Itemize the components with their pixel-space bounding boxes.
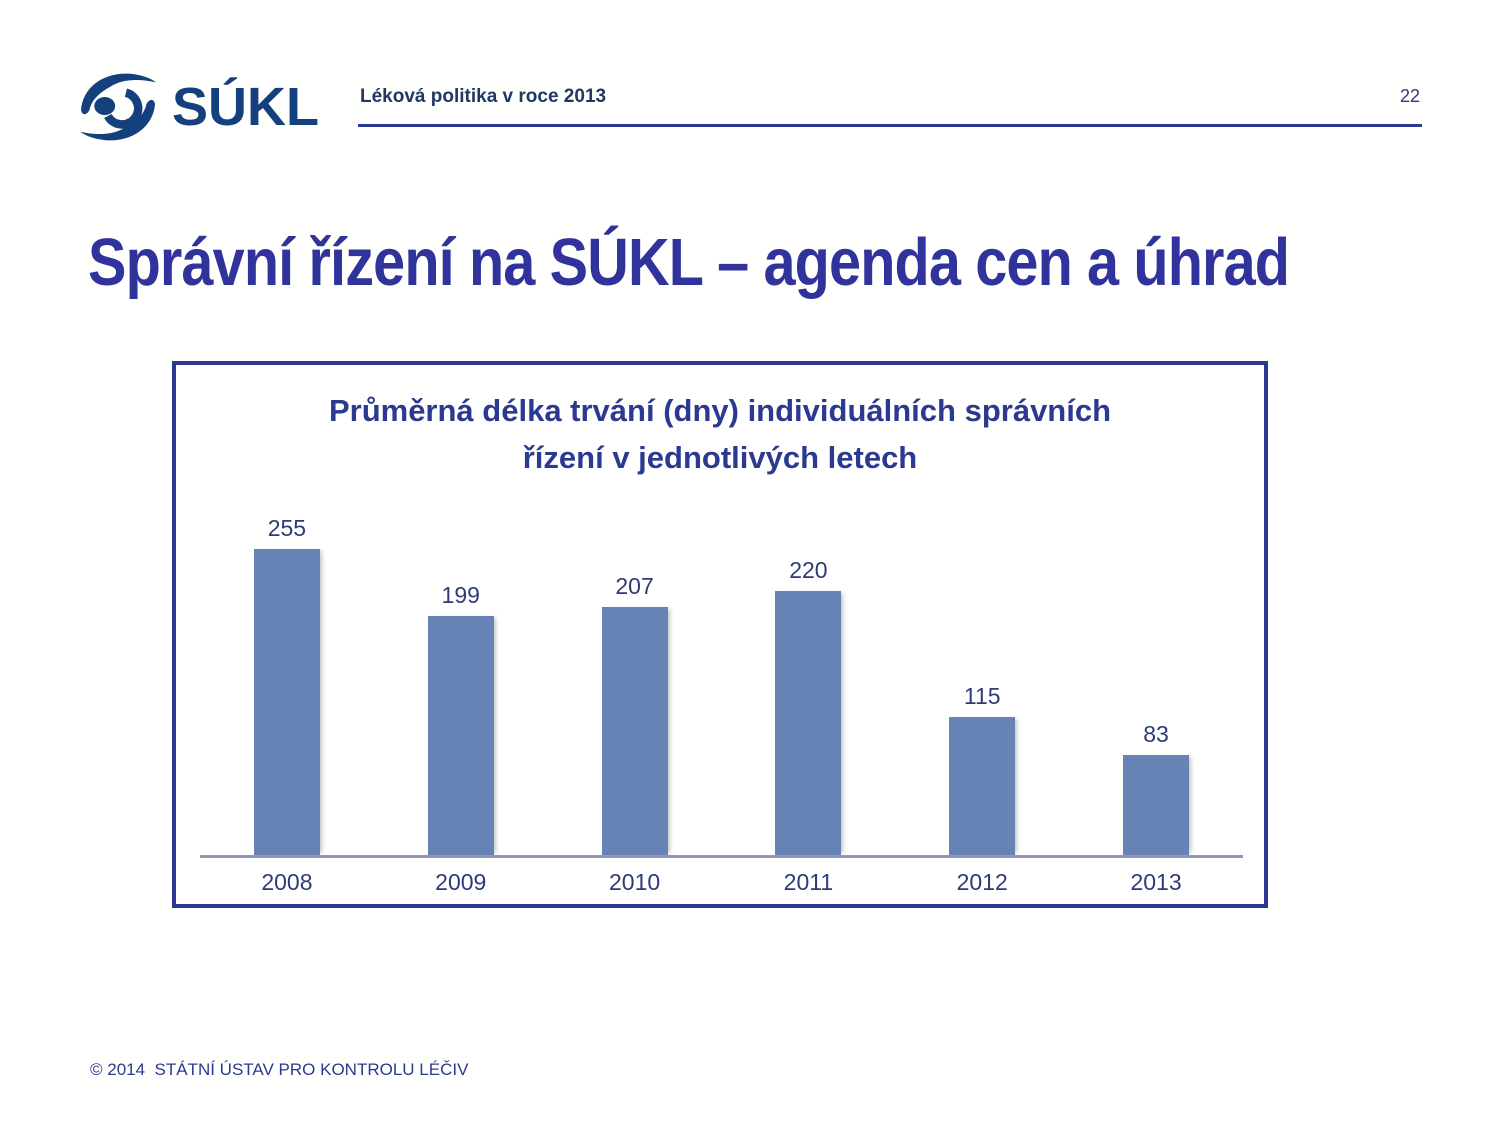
bar-value-label: 220	[789, 557, 828, 583]
bar-value-label: 83	[1143, 721, 1169, 747]
x-axis-category: 2012	[956, 869, 1008, 895]
plot-area: 255 199 207 220 115 83	[200, 365, 1243, 855]
x-axis-line	[200, 855, 1243, 858]
slide-title: Správní řízení na SÚKL – agenda cen a úh…	[88, 225, 1290, 300]
x-axis-category: 2010	[608, 869, 661, 895]
bar-slot: 207	[548, 573, 722, 855]
bar-slot: 115	[895, 683, 1069, 855]
chart-title: Průměrná délka trvání (dny) individuální…	[176, 387, 1264, 481]
x-axis-category: 2008	[261, 869, 313, 895]
bar	[1123, 755, 1190, 855]
x-axis-category: 2009	[435, 869, 487, 895]
x-axis-category: 2013	[1130, 869, 1182, 895]
bar-value-label: 199	[441, 582, 480, 608]
footer-copyright: © 2014 STÁTNÍ ÚSTAV PRO KONTROLU LÉČIV	[90, 1060, 469, 1079]
bar-slot: 83	[1069, 721, 1243, 855]
bar-value-label: 255	[267, 515, 307, 541]
x-axis-labels: 2008 2009 2010 2011 2012 2013	[200, 869, 1243, 896]
header-title: Léková politika v roce 2013	[360, 86, 607, 107]
bar	[601, 607, 668, 855]
bar	[775, 591, 842, 855]
bar-slot: 220	[721, 557, 895, 855]
sukl-logo: SÚKL	[74, 70, 319, 144]
bar	[427, 616, 494, 855]
bar-value-label: 115	[963, 683, 1001, 709]
sukl-eye-icon	[80, 73, 156, 141]
bar	[253, 549, 320, 855]
logo-wordmark: SÚKL	[172, 77, 319, 137]
header-divider	[358, 124, 1422, 127]
chart-title-line2: řízení v jednotlivých letech	[522, 440, 918, 476]
page-number: 22	[1399, 86, 1420, 106]
chart-title-line1: Průměrná délka trvání (dny) individuální…	[328, 393, 1112, 428]
bar-value-label: 207	[615, 573, 654, 599]
chart-frame: Průměrná délka trvání (dny) individuální…	[172, 361, 1268, 908]
bar-slot: 199	[374, 582, 548, 855]
x-axis-category: 2011	[783, 869, 834, 895]
bar-slot: 255	[200, 515, 374, 855]
bar	[949, 717, 1016, 855]
